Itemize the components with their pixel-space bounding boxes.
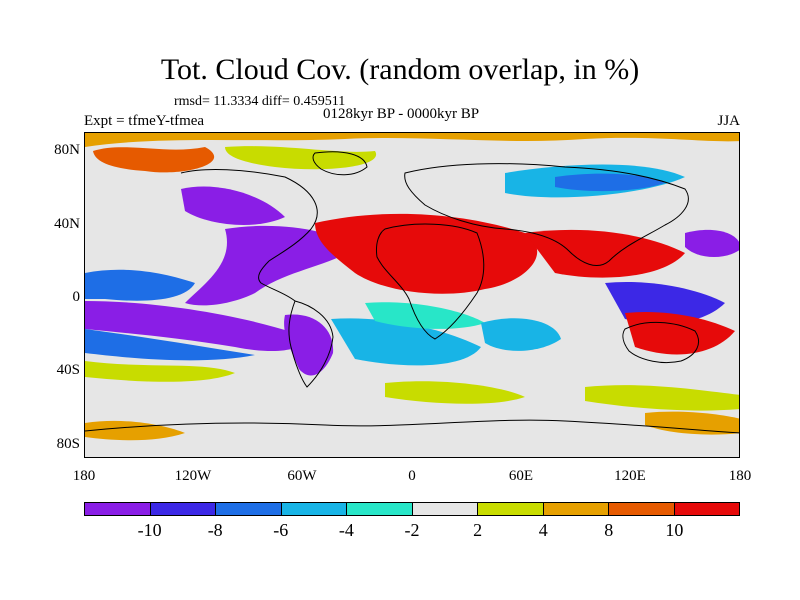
southern-ocean-anomaly-yellow-west bbox=[85, 361, 235, 382]
coast-greenland bbox=[312, 151, 368, 176]
colorbar-label: -2 bbox=[404, 520, 420, 540]
south-america-anomaly-purple bbox=[284, 314, 334, 376]
colorbar-label: -8 bbox=[207, 520, 223, 540]
colorbar-swatch bbox=[609, 503, 675, 515]
coast-south-america bbox=[288, 300, 334, 388]
coast-africa bbox=[376, 223, 485, 340]
colorbar-label: 10 bbox=[665, 520, 684, 540]
lon-label-180w: 180 bbox=[72, 468, 96, 484]
colorbar-swatch bbox=[150, 503, 216, 515]
lat-label-80s: 80S bbox=[56, 436, 80, 452]
lat-label-80n: 80N bbox=[54, 142, 80, 158]
lat-label-0: 0 bbox=[72, 289, 81, 305]
colorbar-swatch bbox=[347, 503, 413, 515]
colorbar-swatch bbox=[674, 503, 739, 515]
colorbar-swatch bbox=[478, 503, 544, 515]
indian-ocean-anomaly-cyan bbox=[481, 318, 561, 351]
experiment-label: Expt = tfmeY-tfmea bbox=[84, 113, 205, 129]
coastlines bbox=[85, 151, 739, 434]
southern-ocean-anomaly-yellow-central bbox=[385, 381, 525, 404]
north-america-anomaly-purple bbox=[181, 186, 285, 225]
colorbar-swatch bbox=[543, 503, 609, 515]
lat-label-40s: 40S bbox=[56, 362, 80, 378]
lon-label-180e: 180 bbox=[728, 468, 752, 484]
south-pacific-anomaly-purple bbox=[85, 301, 302, 352]
lon-label-120w: 120W bbox=[174, 468, 212, 484]
southern-ocean-anomaly-yellow-east bbox=[585, 385, 739, 411]
coast-eurasia bbox=[404, 163, 689, 266]
south-atlantic-anomaly-cyan bbox=[331, 318, 481, 366]
colorbar-label: -6 bbox=[273, 520, 289, 540]
rmsd-diff-stats: rmsd= 11.3334 diff= 0.459511 bbox=[174, 94, 346, 109]
colorbar bbox=[84, 502, 740, 516]
coast-australia bbox=[622, 321, 699, 364]
colorbar-swatch bbox=[412, 503, 478, 515]
alaska-anomaly-red bbox=[93, 147, 215, 173]
pacific-anomaly-purple bbox=[185, 225, 355, 306]
colorbar-label: -4 bbox=[338, 520, 354, 540]
colorbar-swatch bbox=[281, 503, 347, 515]
north-pacific-east-asia-purple bbox=[685, 229, 739, 258]
colorbar-label: 4 bbox=[538, 520, 548, 540]
colorbar-swatch bbox=[216, 503, 282, 515]
antarctica-anomaly-orange bbox=[645, 411, 739, 435]
lon-label-0: 0 bbox=[408, 468, 416, 484]
colorbar-label: -10 bbox=[137, 520, 162, 540]
colorbar-label: 8 bbox=[604, 520, 614, 540]
map-title: Tot. Cloud Cov. (random overlap, in %) bbox=[160, 53, 640, 86]
lon-label-60e: 60E bbox=[508, 468, 534, 484]
season-label: JJA bbox=[717, 113, 740, 129]
period-label: 0128kyr BP - 0000kyr BP bbox=[323, 106, 480, 122]
lon-label-60w: 60W bbox=[287, 468, 317, 484]
coast-north-america bbox=[180, 169, 318, 302]
asia-anomaly-red bbox=[525, 229, 685, 278]
siberia-anomaly-blue bbox=[555, 173, 665, 192]
pacific-anomaly-blue bbox=[85, 269, 195, 301]
cloud-cover-map bbox=[84, 132, 740, 458]
lat-label-40n: 40N bbox=[54, 216, 80, 232]
colorbar-swatch bbox=[85, 503, 151, 515]
south-pacific-anomaly-blue bbox=[85, 329, 255, 361]
colorbar-label: 2 bbox=[473, 520, 483, 540]
coast-antarctica bbox=[85, 419, 739, 434]
africa-anomaly-red bbox=[315, 213, 538, 294]
map-svg bbox=[85, 133, 739, 457]
lon-label-120e: 120E bbox=[614, 468, 646, 484]
arctic-anomaly-orange bbox=[85, 133, 739, 147]
